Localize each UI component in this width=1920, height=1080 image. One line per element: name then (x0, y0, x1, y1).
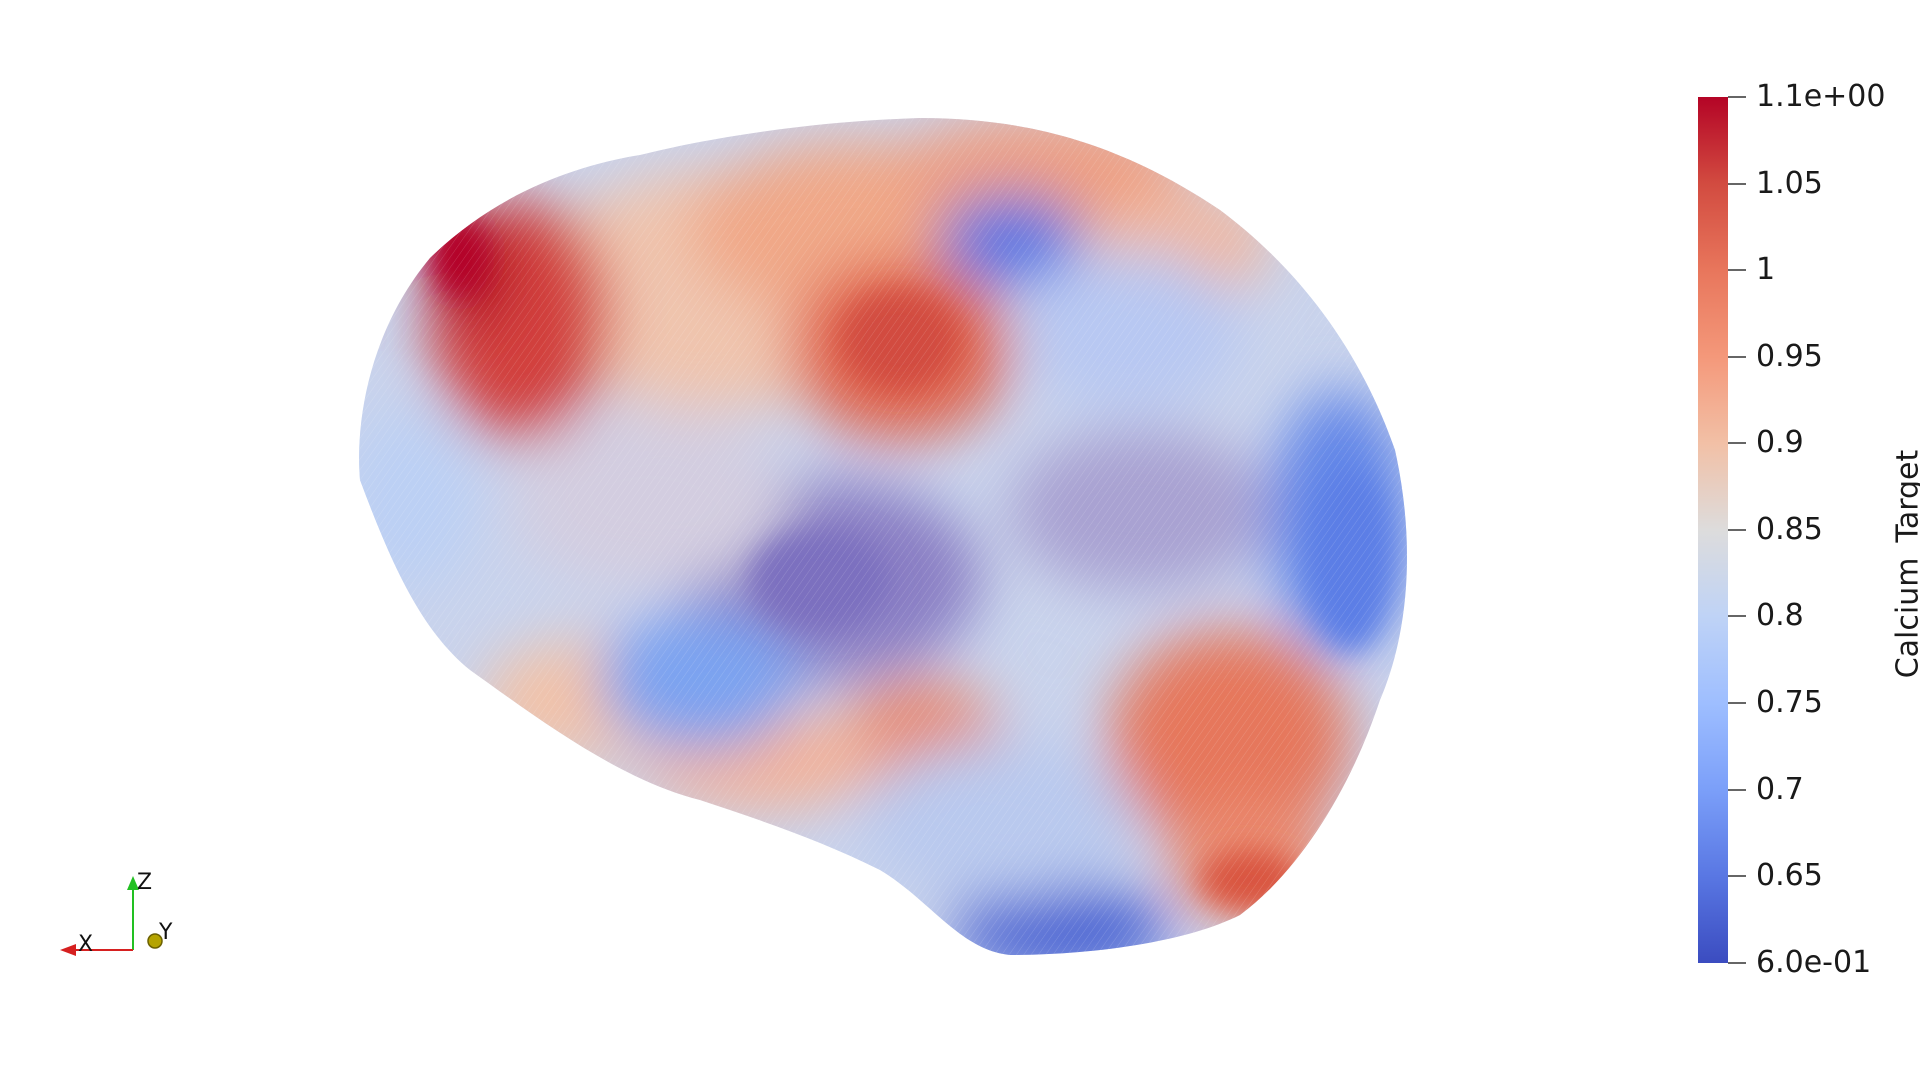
scalar-tick-label: 0.7 (1756, 772, 1804, 807)
scalar-tick-label: 0.85 (1756, 512, 1823, 547)
scalar-tick-label: 1 (1756, 252, 1776, 287)
scalar-tick-label: 1.1e+00 (1756, 79, 1886, 114)
x-axis-arrow-icon (60, 944, 76, 956)
scalar-bar-ticks (1728, 96, 1746, 964)
scalar-tick-label: 0.95 (1756, 339, 1823, 374)
scalar-bar-title: Calcium_Target (1890, 449, 1920, 679)
scalar-bar[interactable] (1698, 96, 1746, 964)
scalar-tick-label: 1.05 (1756, 166, 1823, 201)
scalar-bar-gradient (1698, 97, 1728, 963)
orientation-axes (60, 876, 163, 956)
scalar-tick-label: 0.65 (1756, 858, 1823, 893)
y-axis-dot-icon (147, 933, 163, 949)
scalar-tick-label: 6.0e-01 (1756, 945, 1872, 980)
y-axis-label: Y (159, 920, 173, 945)
z-axis-arrow-icon (127, 876, 139, 890)
x-axis-label: X (78, 932, 94, 957)
scalar-tick-label: 0.9 (1756, 425, 1804, 460)
scalar-tick-label: 0.8 (1756, 598, 1804, 633)
brain-mesh-surface[interactable] (340, 110, 1420, 975)
scalar-tick-label: 0.75 (1756, 685, 1823, 720)
z-axis-label: Z (137, 870, 153, 895)
